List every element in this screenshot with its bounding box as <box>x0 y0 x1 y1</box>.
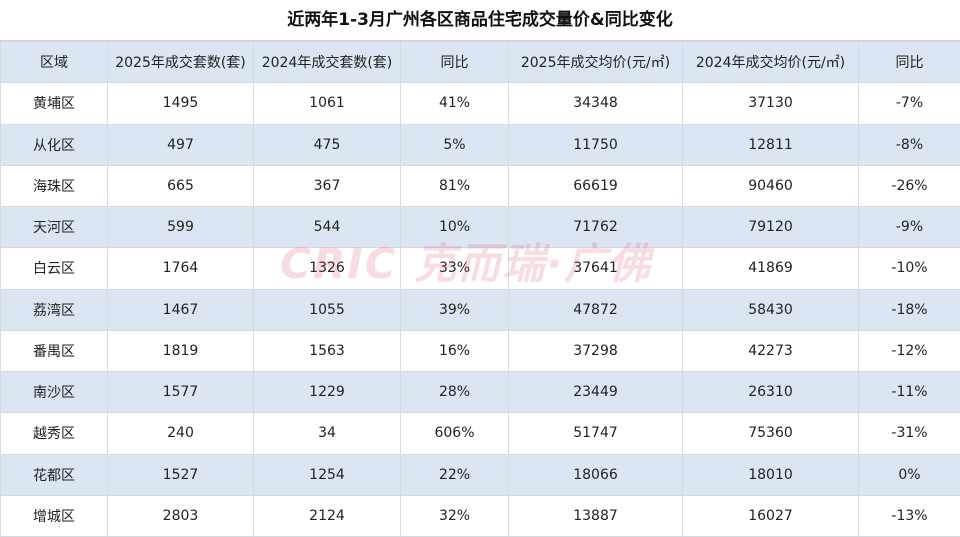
cell: 南沙区 <box>1 372 108 413</box>
cell: -10% <box>859 248 960 289</box>
cell: 越秀区 <box>1 413 108 454</box>
cell: 37130 <box>683 83 859 124</box>
cell: 海珠区 <box>1 165 108 206</box>
cell: 1527 <box>108 454 254 495</box>
cell: 10% <box>401 207 509 248</box>
table-title: 近两年1-3月广州各区商品住宅成交量价&同比变化 <box>0 0 960 41</box>
cell: 1326 <box>254 248 401 289</box>
cell: 16% <box>401 330 509 371</box>
cell: 34 <box>254 413 401 454</box>
cell: 26310 <box>683 372 859 413</box>
cell: 1577 <box>108 372 254 413</box>
cell: 37298 <box>509 330 683 371</box>
cell: 16027 <box>683 495 859 536</box>
cell: -11% <box>859 372 960 413</box>
cell: 33% <box>401 248 509 289</box>
cell: 32% <box>401 495 509 536</box>
cell: 47872 <box>509 289 683 330</box>
cell: 39% <box>401 289 509 330</box>
cell: 1495 <box>108 83 254 124</box>
cell: 1254 <box>254 454 401 495</box>
cell: 34348 <box>509 83 683 124</box>
cell: -9% <box>859 207 960 248</box>
cell: 2124 <box>254 495 401 536</box>
cell: 58430 <box>683 289 859 330</box>
cell: 黄埔区 <box>1 83 108 124</box>
cell: -31% <box>859 413 960 454</box>
cell: 1764 <box>108 248 254 289</box>
cell: 2803 <box>108 495 254 536</box>
cell: -8% <box>859 124 960 165</box>
cell: 37641 <box>509 248 683 289</box>
cell: -18% <box>859 289 960 330</box>
cell: 497 <box>108 124 254 165</box>
cell: 5% <box>401 124 509 165</box>
cell: -7% <box>859 83 960 124</box>
cell: 665 <box>108 165 254 206</box>
cell: 荔湾区 <box>1 289 108 330</box>
header-cell: 同比 <box>401 42 509 83</box>
cell: 75360 <box>683 413 859 454</box>
cell: 41% <box>401 83 509 124</box>
header-cell: 2024年成交均价(元/㎡) <box>683 42 859 83</box>
cell: 544 <box>254 207 401 248</box>
cell: 1467 <box>108 289 254 330</box>
cell: 240 <box>108 413 254 454</box>
cell: 367 <box>254 165 401 206</box>
cell: 79120 <box>683 207 859 248</box>
cell: 天河区 <box>1 207 108 248</box>
cell: 41869 <box>683 248 859 289</box>
cell: 599 <box>108 207 254 248</box>
cell: 18010 <box>683 454 859 495</box>
cell: 番禺区 <box>1 330 108 371</box>
cell: 白云区 <box>1 248 108 289</box>
header-cell: 2025年成交套数(套) <box>108 42 254 83</box>
cell: 90460 <box>683 165 859 206</box>
cell: 28% <box>401 372 509 413</box>
cell: 从化区 <box>1 124 108 165</box>
cell: 81% <box>401 165 509 206</box>
cell: 1229 <box>254 372 401 413</box>
cell: 1061 <box>254 83 401 124</box>
cell: 13887 <box>509 495 683 536</box>
cell: -12% <box>859 330 960 371</box>
cell: 42273 <box>683 330 859 371</box>
cell: 11750 <box>509 124 683 165</box>
cell: 51747 <box>509 413 683 454</box>
cell: -13% <box>859 495 960 536</box>
cell: 71762 <box>509 207 683 248</box>
cell: 0% <box>859 454 960 495</box>
cell: 475 <box>254 124 401 165</box>
header-cell: 同比 <box>859 42 960 83</box>
cell: 23449 <box>509 372 683 413</box>
cell: 1563 <box>254 330 401 371</box>
header-cell: 2024年成交套数(套) <box>254 42 401 83</box>
cell: 22% <box>401 454 509 495</box>
header-cell: 2025年成交均价(元/㎡) <box>509 42 683 83</box>
cell: 花都区 <box>1 454 108 495</box>
cell: -26% <box>859 165 960 206</box>
cell: 66619 <box>509 165 683 206</box>
cell: 增城区 <box>1 495 108 536</box>
cell: 606% <box>401 413 509 454</box>
cell: 18066 <box>509 454 683 495</box>
cell: 1819 <box>108 330 254 371</box>
cell: 1055 <box>254 289 401 330</box>
cell: 12811 <box>683 124 859 165</box>
header-cell: 区域 <box>1 42 108 83</box>
